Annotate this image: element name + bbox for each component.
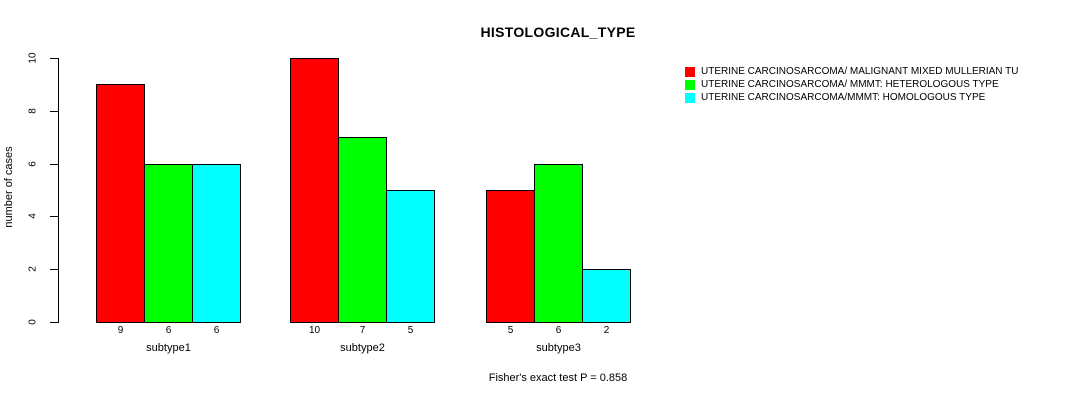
y-axis-tick: [50, 58, 58, 59]
bar-subtype1-series1: [144, 163, 193, 323]
bar-subtype1-series0: [96, 84, 145, 323]
bar-value-label: 6: [555, 325, 562, 336]
bar-value-label: 5: [507, 325, 514, 336]
bar-subtype3-series0: [486, 190, 535, 323]
y-axis-label: number of cases: [3, 146, 15, 228]
y-tick-label: 2: [27, 266, 39, 272]
legend-label: UTERINE CARCINOSARCOMA/ MMMT: HETEROLOGO…: [701, 79, 999, 90]
legend-swatch-cyan: [685, 93, 695, 103]
y-axis-tick: [50, 216, 58, 218]
y-tick-label: 8: [27, 108, 39, 114]
y-axis-tick: [50, 269, 58, 271]
bar-subtype2-series1: [338, 137, 387, 323]
bar-value-label: 6: [213, 325, 220, 336]
category-label-subtype3: subtype3: [536, 342, 581, 354]
bar-value-label: 2: [603, 325, 610, 336]
y-tick-label: 6: [27, 160, 39, 167]
legend-label: UTERINE CARCINOSARCOMA/ MALIGNANT MIXED …: [701, 66, 1019, 77]
bar-subtype3-series2: [582, 269, 631, 323]
y-tick-label: 4: [27, 213, 39, 220]
y-tick-label: 10: [27, 52, 39, 64]
bar-value-label: 5: [407, 325, 414, 336]
y-axis-tick: [50, 163, 58, 165]
legend-item: UTERINE CARCINOSARCOMA/MMMT: HOMOLOGOUS …: [685, 93, 1018, 103]
bar-value-label: 10: [308, 325, 321, 336]
legend-item: UTERINE CARCINOSARCOMA/ MMMT: HETEROLOGO…: [685, 80, 1018, 90]
bar-value-label: 6: [165, 325, 172, 336]
category-label-subtype2: subtype2: [340, 342, 385, 354]
y-axis-tick: [50, 110, 58, 112]
legend-swatch-green: [685, 80, 695, 90]
legend-label: UTERINE CARCINOSARCOMA/MMMT: HOMOLOGOUS …: [701, 92, 986, 103]
bar-subtype3-series1: [534, 163, 583, 323]
y-tick-label: 0: [27, 319, 39, 325]
bar-value-label: 9: [117, 325, 124, 336]
bar-subtype1-series2: [192, 163, 241, 323]
legend: UTERINE CARCINOSARCOMA/ MALIGNANT MIXED …: [685, 67, 1018, 106]
legend-item: UTERINE CARCINOSARCOMA/ MALIGNANT MIXED …: [685, 67, 1018, 77]
legend-swatch-red: [685, 67, 695, 77]
bar-subtype2-series0: [290, 58, 339, 323]
y-axis-tick: [50, 322, 58, 323]
fisher-test-annotation: Fisher's exact test P = 0.858: [488, 372, 628, 384]
bar-subtype2-series2: [386, 190, 435, 323]
bar-value-label: 7: [359, 325, 366, 336]
chart-title: HISTOLOGICAL_TYPE: [480, 24, 636, 40]
category-label-subtype1: subtype1: [146, 342, 191, 354]
y-axis-line: [58, 58, 59, 323]
